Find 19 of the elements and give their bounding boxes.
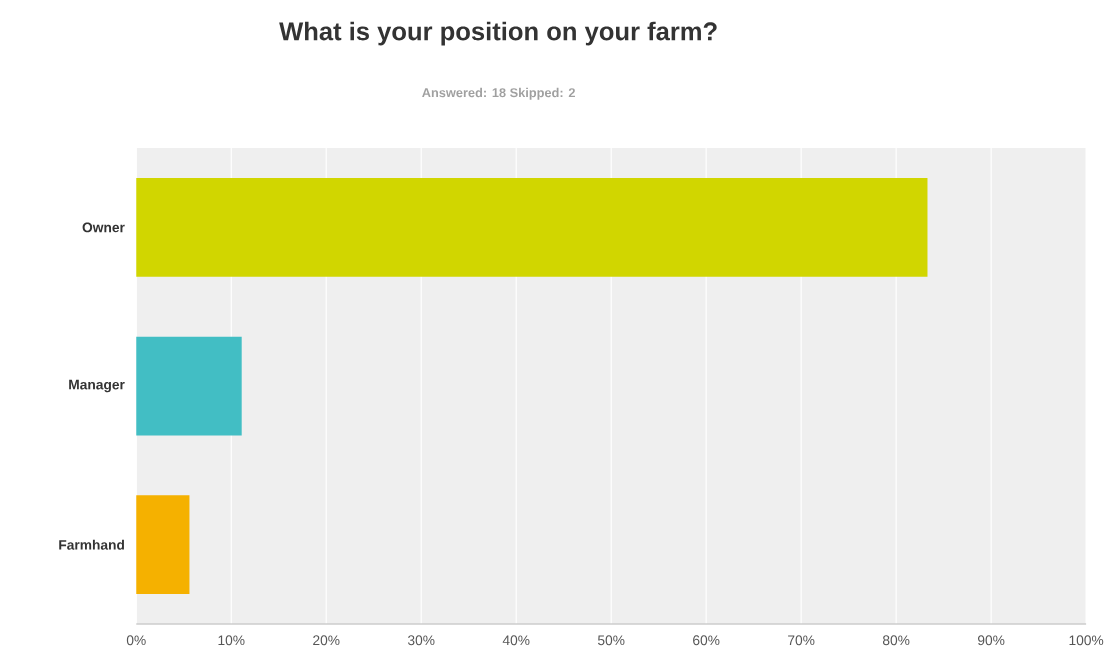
x-tick-label: 90% — [977, 635, 1005, 645]
bar — [136, 336, 242, 436]
x-tick-label: 30% — [407, 635, 435, 645]
bar — [136, 495, 190, 594]
chart-title: What is your position on your farm? — [279, 21, 717, 46]
y-tick-label: Farmhand — [59, 539, 124, 550]
x-tick-label: 20% — [313, 635, 340, 645]
chart-subtitle: Answered: 18 Skipped: 2 — [422, 87, 575, 100]
y-tick-label: Manager — [69, 379, 125, 393]
x-tick-label: 0% — [126, 635, 146, 645]
x-tick-label: 40% — [502, 635, 530, 645]
x-tick-label: 70% — [788, 635, 815, 645]
x-tick-label: 60% — [693, 635, 720, 645]
y-tick-label: Owner — [82, 222, 125, 233]
x-tick-label: 80% — [882, 635, 910, 645]
bar — [136, 177, 928, 277]
x-tick-label: 50% — [597, 635, 625, 645]
x-tick-label: 100% — [1069, 635, 1104, 645]
x-tick-label: 10% — [218, 635, 245, 645]
